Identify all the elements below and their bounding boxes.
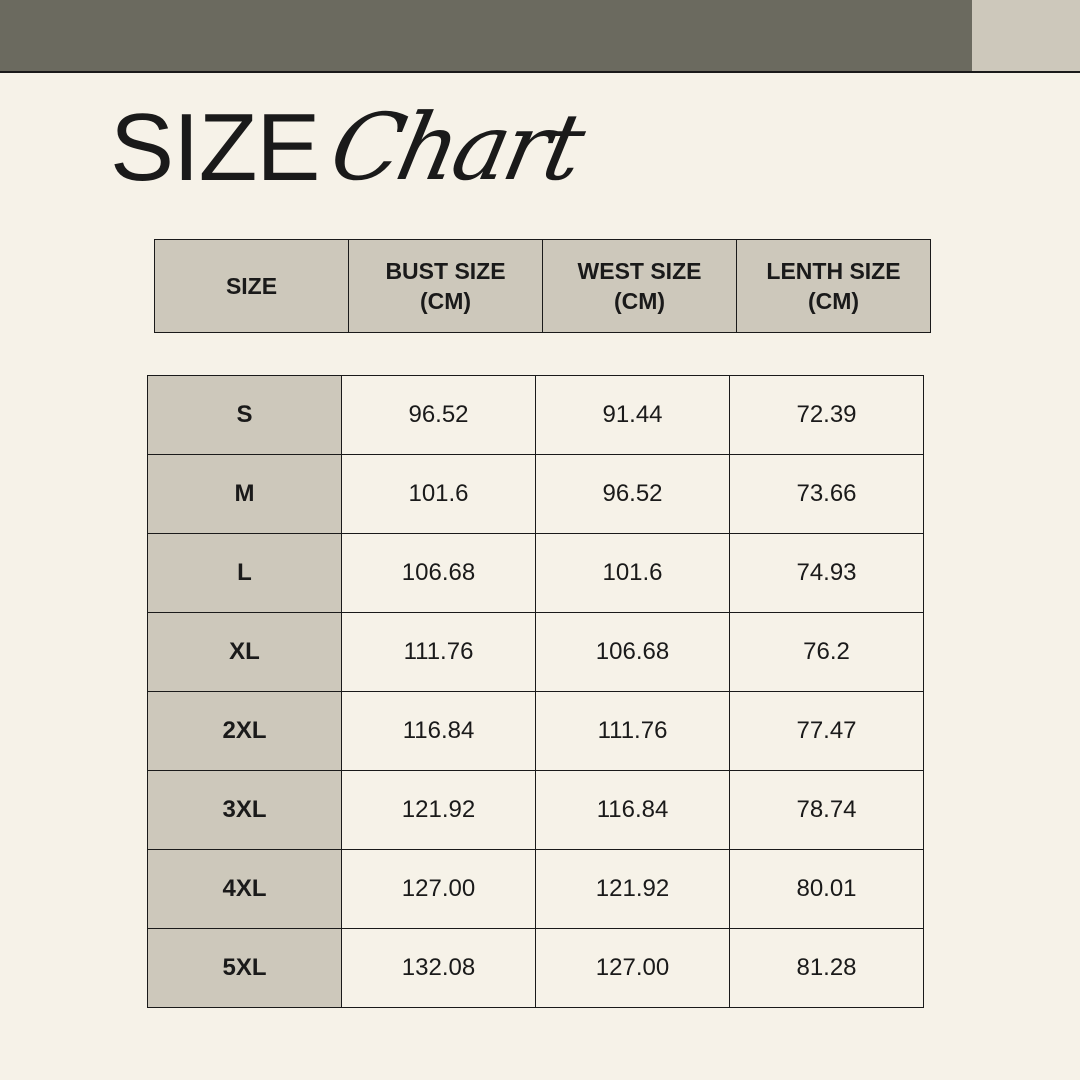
cell-west-size: 111.76	[535, 691, 730, 771]
cell-size: 4XL	[147, 849, 342, 929]
table-row: XL 111.76 106.68 76.2	[147, 612, 924, 692]
table-row: 3XL 121.92 116.84 78.74	[147, 770, 924, 850]
table-row: S 96.52 91.44 72.39	[147, 375, 924, 455]
cell-west-size: 106.68	[535, 612, 730, 692]
cell-lenth-size: 76.2	[729, 612, 924, 692]
table-row: 2XL 116.84 111.76 77.47	[147, 691, 924, 771]
cell-size: 2XL	[147, 691, 342, 771]
table-row: 5XL 132.08 127.00 81.28	[147, 928, 924, 1008]
cell-bust-size: 132.08	[341, 928, 536, 1008]
cell-west-size: 91.44	[535, 375, 730, 455]
cell-bust-size: 106.68	[341, 533, 536, 613]
cell-size: M	[147, 454, 342, 534]
table-row: L 106.68 101.6 74.93	[147, 533, 924, 613]
divider	[0, 71, 1080, 73]
cell-lenth-size: 80.01	[729, 849, 924, 929]
cell-bust-size: 127.00	[341, 849, 536, 929]
cell-west-size: 96.52	[535, 454, 730, 534]
size-table: S 96.52 91.44 72.39 M 101.6 96.52 73.66 L 106.68 1…	[147, 375, 924, 1008]
cell-bust-size: 121.92	[341, 770, 536, 850]
cell-size: 3XL	[147, 770, 342, 850]
cell-bust-size: 116.84	[341, 691, 536, 771]
cell-size: 5XL	[147, 928, 342, 1008]
cell-size: L	[147, 533, 342, 613]
cell-west-size: 101.6	[535, 533, 730, 613]
cell-bust-size: 111.76	[341, 612, 536, 692]
table-row: M 101.6 96.52 73.66	[147, 454, 924, 534]
cell-lenth-size: 72.39	[729, 375, 924, 455]
title-main: SIZE	[110, 94, 320, 201]
cell-size: XL	[147, 612, 342, 692]
cell-lenth-size: 73.66	[729, 454, 924, 534]
top-banner-dark	[0, 0, 972, 71]
page-title: SIZE Chart	[110, 94, 590, 201]
header-size: SIZE	[154, 239, 349, 333]
cell-size: S	[147, 375, 342, 455]
cell-bust-size: 101.6	[341, 454, 536, 534]
title-script: Chart	[322, 94, 591, 201]
size-table-header: SIZE BUST SIZE (CM) WEST SIZE (CM) LENTH SI…	[154, 239, 931, 333]
cell-lenth-size: 81.28	[729, 928, 924, 1008]
cell-west-size: 116.84	[535, 770, 730, 850]
cell-west-size: 121.92	[535, 849, 730, 929]
table-row: 4XL 127.00 121.92 80.01	[147, 849, 924, 929]
top-banner-light	[972, 0, 1080, 71]
cell-west-size: 127.00	[535, 928, 730, 1008]
cell-lenth-size: 77.47	[729, 691, 924, 771]
cell-lenth-size: 78.74	[729, 770, 924, 850]
header-row: SIZE BUST SIZE (CM) WEST SIZE (CM) LENTH SI…	[154, 239, 931, 333]
header-bust-size: BUST SIZE (CM)	[348, 239, 543, 333]
cell-bust-size: 96.52	[341, 375, 536, 455]
header-west-size: WEST SIZE (CM)	[542, 239, 737, 333]
cell-lenth-size: 74.93	[729, 533, 924, 613]
header-lenth-size: LENTH SIZE (CM)	[736, 239, 931, 333]
